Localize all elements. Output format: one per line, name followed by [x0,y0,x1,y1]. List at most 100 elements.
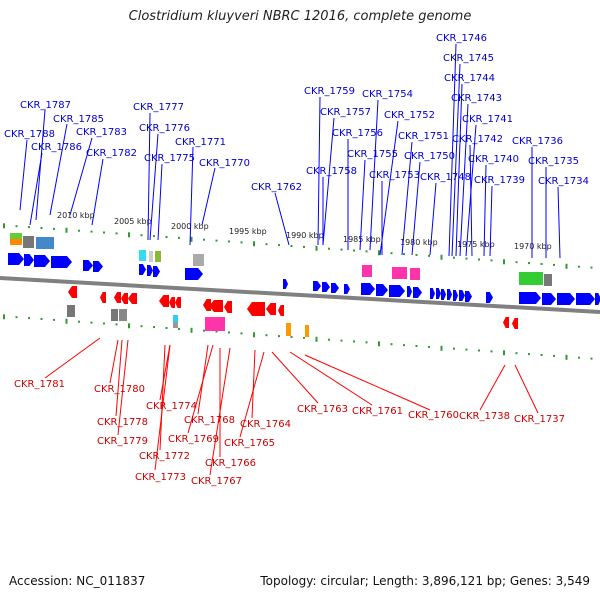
category-box-gray[interactable] [173,322,178,328]
forward-gene-arrow[interactable] [459,290,465,301]
gene-label[interactable]: CKR_1762 [251,182,302,193]
gene-label[interactable]: CKR_1788 [4,129,55,140]
category-box-gray[interactable] [111,309,118,321]
forward-gene-arrow[interactable] [413,287,422,298]
forward-gene-arrow[interactable] [557,293,575,305]
gene-label[interactable]: CKR_1754 [362,89,413,100]
category-box-orange[interactable] [286,323,291,336]
forward-gene-arrow[interactable] [430,288,435,299]
reverse-gene-arrow[interactable] [175,297,181,308]
gene-label[interactable]: CKR_1750 [404,151,455,162]
forward-gene-arrow[interactable] [34,255,50,267]
gene-label[interactable]: CKR_1780 [94,384,145,395]
forward-gene-arrow[interactable] [595,293,600,305]
category-box-gray[interactable] [23,236,34,248]
gene-label[interactable]: CKR_1748 [420,172,471,183]
forward-gene-arrow[interactable] [24,254,34,266]
gene-label[interactable]: CKR_1774 [146,401,197,412]
gene-label[interactable]: CKR_1773 [135,472,186,483]
forward-gene-arrow[interactable] [8,253,24,265]
category-box-gray[interactable] [67,305,75,317]
category-box-magenta[interactable] [205,317,225,331]
forward-gene-arrow[interactable] [93,261,103,272]
gene-label[interactable]: CKR_1734 [538,176,589,187]
gene-label[interactable]: CKR_1739 [474,175,525,186]
forward-gene-arrow[interactable] [542,293,556,305]
gene-label[interactable]: CKR_1786 [31,142,82,153]
category-box-gray[interactable] [119,309,127,321]
gene-label[interactable]: CKR_1777 [133,102,184,113]
gene-label[interactable]: CKR_1761 [352,406,403,417]
forward-gene-arrow[interactable] [185,268,203,280]
gene-label[interactable]: CKR_1743 [451,93,502,104]
gene-label[interactable]: CKR_1742 [452,134,503,145]
forward-gene-arrow[interactable] [376,284,388,296]
forward-gene-arrow[interactable] [465,291,472,302]
category-box-gray[interactable] [193,254,204,266]
forward-gene-arrow[interactable] [331,283,339,293]
gene-label[interactable]: CKR_1771 [175,137,226,148]
reverse-gene-arrow[interactable] [203,299,211,311]
gene-label[interactable]: CKR_1738 [459,411,510,422]
gene-label[interactable]: CKR_1778 [97,417,148,428]
reverse-gene-arrow[interactable] [266,303,276,315]
forward-gene-arrow[interactable] [139,264,146,275]
gene-label[interactable]: CKR_1735 [528,156,579,167]
reverse-gene-arrow[interactable] [128,293,137,304]
forward-gene-arrow[interactable] [519,292,541,304]
gene-label[interactable]: CKR_1737 [514,414,565,425]
gene-label[interactable]: CKR_1765 [224,438,275,449]
category-box-green[interactable] [10,233,22,239]
forward-gene-arrow[interactable] [83,260,93,271]
forward-gene-arrow[interactable] [361,283,375,295]
category-box-cyan[interactable] [139,250,146,261]
gene-label[interactable]: CKR_1759 [304,86,355,97]
reverse-gene-arrow[interactable] [209,300,223,312]
gene-label[interactable]: CKR_1758 [306,166,357,177]
gene-label[interactable]: CKR_1776 [139,123,190,134]
category-box-orange[interactable] [10,239,22,245]
reverse-gene-arrow[interactable] [278,305,284,316]
gene-label[interactable]: CKR_1782 [86,148,137,159]
reverse-gene-arrow[interactable] [512,318,518,329]
forward-gene-arrow[interactable] [313,281,321,291]
gene-label[interactable]: CKR_1779 [97,436,148,447]
gene-label[interactable]: CKR_1783 [76,127,127,138]
gene-label[interactable]: CKR_1746 [436,33,487,44]
forward-gene-arrow[interactable] [153,266,160,277]
gene-label[interactable]: CKR_1764 [240,419,291,430]
gene-label[interactable]: CKR_1763 [297,404,348,415]
gene-label[interactable]: CKR_1767 [191,476,242,487]
category-box-lightgray[interactable] [149,251,153,262]
gene-label[interactable]: CKR_1766 [205,458,256,469]
forward-gene-arrow[interactable] [51,256,72,268]
reverse-gene-arrow[interactable] [114,292,121,303]
forward-gene-arrow[interactable] [344,284,350,294]
reverse-gene-arrow[interactable] [159,295,169,307]
forward-gene-arrow[interactable] [283,279,288,289]
reverse-gene-arrow[interactable] [100,292,106,303]
forward-gene-arrow[interactable] [436,288,441,299]
forward-gene-arrow[interactable] [576,293,595,305]
reverse-gene-arrow[interactable] [169,297,175,308]
gene-label[interactable]: CKR_1760 [408,410,459,421]
gene-label[interactable]: CKR_1744 [444,73,495,84]
category-box-magenta[interactable] [362,265,372,277]
category-box-steelblue[interactable] [36,237,54,249]
gene-label[interactable]: CKR_1756 [332,128,383,139]
forward-gene-arrow[interactable] [453,290,458,301]
reverse-gene-arrow[interactable] [68,286,77,298]
gene-label[interactable]: CKR_1757 [320,107,371,118]
gene-label[interactable]: CKR_1736 [512,136,563,147]
gene-label[interactable]: CKR_1787 [20,100,71,111]
category-box-orange[interactable] [305,325,309,337]
forward-gene-arrow[interactable] [447,289,452,300]
gene-label[interactable]: CKR_1775 [144,153,195,164]
category-box-magenta[interactable] [410,268,420,280]
forward-gene-arrow[interactable] [486,292,493,303]
gene-label[interactable]: CKR_1753 [369,170,420,181]
category-box-green[interactable] [519,272,543,285]
category-box-cyan[interactable] [173,315,178,322]
forward-gene-arrow[interactable] [389,285,405,297]
reverse-gene-arrow[interactable] [224,301,232,313]
